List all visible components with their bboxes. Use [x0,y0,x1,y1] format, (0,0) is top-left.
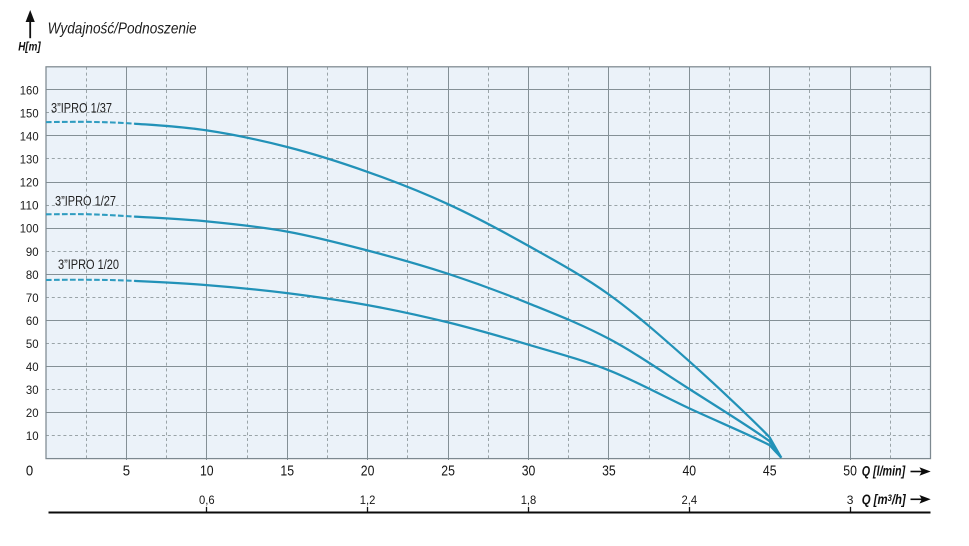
svg-text:110: 110 [20,199,39,213]
svg-text:10: 10 [26,429,39,443]
svg-text:30: 30 [26,383,39,397]
svg-text:30: 30 [522,462,536,479]
svg-text:Q [m3/h]: Q [m3/h] [862,492,906,507]
svg-text:Q [l/min]: Q [l/min] [862,464,906,479]
svg-text:90: 90 [26,245,39,259]
svg-text:3”IPRO 1/20: 3”IPRO 1/20 [58,257,119,272]
svg-text:20: 20 [361,462,375,479]
svg-text:50: 50 [843,462,857,479]
svg-text:H[m]: H[m] [18,40,41,54]
svg-text:2,4: 2,4 [682,493,698,507]
svg-text:1,2: 1,2 [360,493,376,507]
svg-text:5: 5 [123,462,130,479]
svg-text:60: 60 [26,314,39,328]
svg-text:140: 140 [20,130,39,144]
svg-text:40: 40 [26,360,39,374]
svg-text:3: 3 [847,493,854,507]
svg-text:120: 120 [20,176,39,190]
svg-text:1,8: 1,8 [521,493,537,507]
svg-text:50: 50 [26,337,39,351]
svg-text:3”IPRO 1/27: 3”IPRO 1/27 [55,194,116,209]
svg-text:40: 40 [683,462,697,479]
svg-text:35: 35 [602,462,616,479]
svg-text:80: 80 [26,268,39,282]
svg-text:10: 10 [200,462,214,479]
svg-text:3”IPRO 1/37: 3”IPRO 1/37 [51,101,112,116]
svg-text:0: 0 [26,462,33,479]
svg-text:130: 130 [20,153,39,167]
svg-text:70: 70 [26,291,39,305]
svg-text:Wydajność/Podnoszenie: Wydajność/Podnoszenie [48,20,197,37]
svg-text:20: 20 [26,406,39,420]
svg-text:15: 15 [280,462,294,479]
svg-text:100: 100 [20,222,39,236]
svg-text:0,6: 0,6 [199,493,215,507]
svg-text:150: 150 [20,107,39,121]
svg-text:45: 45 [763,462,777,479]
svg-text:25: 25 [441,462,455,479]
svg-text:160: 160 [20,83,39,97]
